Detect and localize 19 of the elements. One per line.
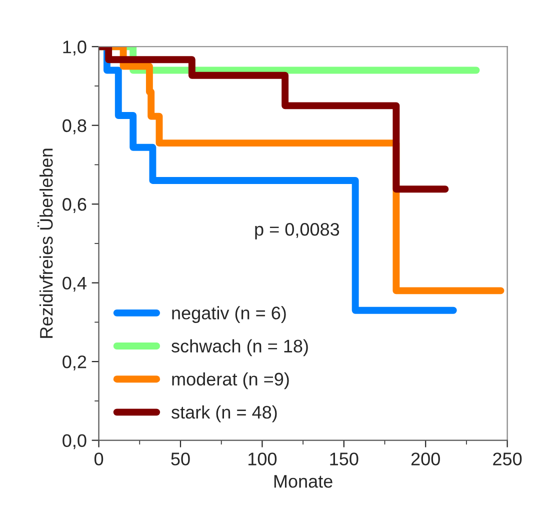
- y-tick-label: 0,6: [62, 198, 86, 213]
- x-tick-label: 250: [493, 452, 522, 466]
- y-tick-label: 0,8: [62, 119, 86, 134]
- y-tick-label: 1,0: [63, 40, 86, 56]
- x-tick-label: 150: [330, 452, 358, 466]
- legend-label: negativ (n = 6): [172, 306, 286, 323]
- legend-label: moderat (n =9): [172, 372, 289, 390]
- y-axis-title: Rezidivfreies Überleben: [37, 148, 53, 338]
- legend-label: stark (n = 48): [172, 405, 277, 422]
- x-tick-label: 100: [248, 452, 277, 466]
- y-tick-label: 0,2: [62, 356, 86, 370]
- x-tick-label: 50: [171, 452, 190, 466]
- y-tick-label: 0,4: [62, 276, 86, 292]
- legend-label: schwach (n = 18): [172, 339, 308, 356]
- annotation: p = 0,0083: [255, 222, 340, 240]
- x-axis-title: Monate: [274, 475, 332, 488]
- x-tick-label: 200: [411, 452, 440, 466]
- x-tick-label: 0: [94, 452, 104, 466]
- y-tick-label: 0,0: [62, 434, 86, 450]
